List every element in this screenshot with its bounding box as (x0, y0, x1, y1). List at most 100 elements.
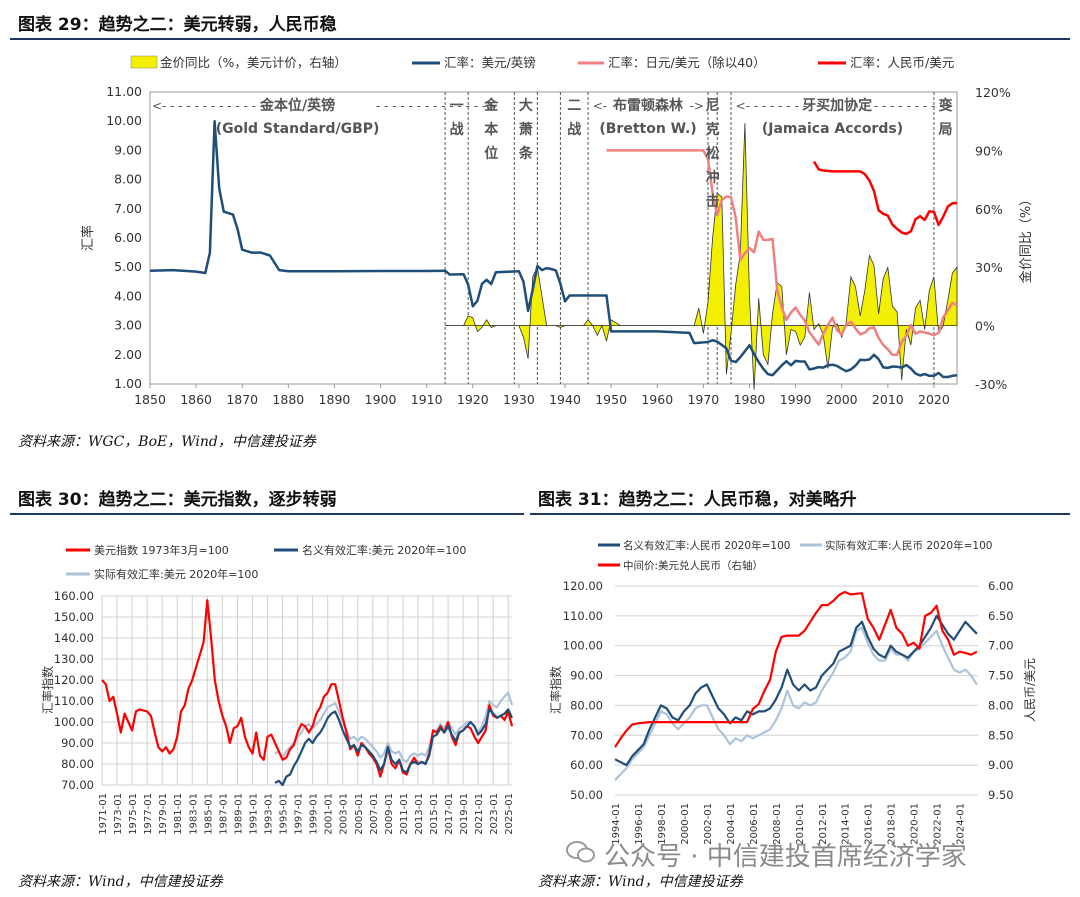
fig30-xtick: 1995-01 (279, 793, 290, 835)
fig30-xtick: 2001-01 (324, 793, 335, 835)
fig29-era-label-depression: 条 (518, 145, 534, 162)
fig29-xtick: 1940 (549, 392, 581, 407)
fig29-plot-frame (149, 91, 958, 385)
fig30-xtick: 1989-01 (233, 793, 244, 835)
fig31-xtick: 2016-01 (864, 803, 875, 845)
fig30-xtick: 1997-01 (294, 793, 305, 835)
fig31-ytick: 120.00 (563, 579, 603, 593)
fig30-xtick: 1973-01 (113, 793, 124, 835)
fig31-y2tick: 7.00 (988, 639, 1014, 653)
fig30-legend-neer: 名义有效汇率:美元 2020年=100 (302, 543, 466, 557)
fig31-legend-neer: 名义有效汇率:人民币 2020年=100 (623, 539, 790, 552)
fig29-legend-gold: 金价同比（%，美元计价，右轴） (160, 55, 347, 70)
fig30-ytick: 80.00 (61, 757, 94, 771)
fig30-xtick: 1971-01 (98, 793, 109, 835)
fig29-legend-gbp: 汇率：美元/英镑 (444, 55, 536, 70)
fig30-xtick: 2011-01 (399, 793, 410, 835)
fig29-y2tick: 90% (975, 143, 1003, 158)
fig30-ytick: 150.00 (54, 610, 94, 624)
fig30-xtick: 1981-01 (173, 793, 184, 835)
fig29-era-label-ww1: 一 (450, 98, 464, 114)
fig29-xtick: 1990 (780, 392, 812, 407)
fig29-era-label-nixon: 松 (706, 145, 720, 162)
fig30-reer-line (274, 691, 514, 764)
fig29-era-sub-gold-standard: (Gold Standard/GBP) (216, 121, 380, 137)
fig30-xtick: 1993-01 (264, 793, 275, 835)
fig30-ytick: 90.00 (61, 736, 94, 750)
fig31-y2tick: 7.50 (988, 669, 1014, 683)
fig31-xtick: 1998-01 (657, 803, 668, 845)
fig29-era-label-nixon: 击 (706, 193, 720, 210)
fig30-xtick: 2023-01 (489, 793, 500, 835)
fig30-xtick: 2019-01 (459, 793, 470, 835)
fig31-ytick: 50.00 (570, 788, 603, 802)
fig29-y2tick: -30% (975, 377, 1007, 392)
fig29-xtick: 2010 (872, 392, 904, 407)
fig31-xtick: 2022-01 (933, 803, 944, 845)
fig29-era-label-change: 变 (938, 97, 952, 114)
fig29-xtick: 1930 (503, 392, 535, 407)
fig29-ytick: 8.00 (114, 172, 142, 187)
fig30-ytick: 70.00 (61, 778, 94, 792)
fig29-xtick: 2020 (918, 392, 950, 407)
fig29-era-label-ww2: 战 (567, 121, 581, 138)
fig30-ytick: 110.00 (54, 694, 94, 708)
fig30-ytick: 120.00 (54, 673, 94, 687)
fig31-xtick: 2024-01 (956, 803, 967, 845)
fig30-xtick: 2025-01 (504, 793, 515, 835)
fig31-y2tick: 6.50 (988, 609, 1014, 623)
fig30-ytick: 160.00 (54, 589, 94, 603)
fig31-y2tick: 8.50 (988, 728, 1014, 742)
fig30-xtick: 2005-01 (354, 793, 365, 835)
fig29-era-label-nixon: 冲 (706, 169, 720, 186)
fig31-ytick: 100.00 (563, 639, 603, 653)
fig29-era-arrow-left: <- (593, 99, 607, 113)
fig29-xtick: 1880 (272, 392, 304, 407)
fig31-source: 资料来源：Wind，中信建投证券 (538, 874, 743, 890)
fig30-xtick: 2021-01 (474, 793, 485, 835)
fig31-xtick: 2010-01 (795, 803, 806, 845)
fig29-era-label-nixon: 克 (706, 121, 720, 138)
fig29-era-sub-jamaica: (Jamaica Accords) (762, 121, 903, 137)
fig29-era-arrow-right: - - - - - - - - -> (874, 99, 954, 113)
fig29-legend-swatch-gold (130, 55, 158, 69)
fig29-era-label-change: 局 (938, 122, 952, 138)
fig29-xtick: 1970 (687, 392, 719, 407)
fig30-ytick: 130.00 (54, 652, 94, 666)
fig31-title-rule (530, 513, 1070, 515)
fig31-xtick: 2004-01 (726, 803, 737, 845)
fig29-xtick: 1860 (180, 392, 212, 407)
fig31-reer-line (614, 626, 978, 781)
wechat-icon (566, 841, 595, 863)
fig31-ytick: 90.00 (570, 669, 603, 683)
fig29-era-label-ww1: 战 (450, 121, 464, 138)
fig29-era-arrow-left: <- - - - - - - - (736, 99, 807, 113)
fig30-xtick: 1979-01 (158, 793, 169, 835)
fig29-y2tick: 0% (975, 319, 995, 334)
fig29-title-rule (10, 38, 1070, 40)
fig29-ytick: 6.00 (114, 230, 142, 245)
fig29-ytick: 9.00 (114, 142, 142, 157)
fig29-era-label-gold-std-2: 本 (484, 121, 499, 138)
fig29-era-label-gold-std-2: 金 (483, 97, 499, 114)
fig30-xtick: 1983-01 (188, 793, 199, 835)
fig30-ytick: 100.00 (54, 715, 94, 729)
fig30-source: 资料来源：Wind，中信建投证券 (18, 874, 223, 890)
fig29-xtick: 1910 (411, 392, 443, 407)
fig29-xtick: 1920 (457, 392, 489, 407)
fig29-xtick: 1890 (319, 392, 351, 407)
fig30-xtick: 1991-01 (248, 793, 259, 835)
fig30-dxy-line (101, 599, 514, 778)
fig30-xtick: 2003-01 (339, 793, 350, 835)
fig29-xtick: 1960 (641, 392, 673, 407)
fig29-gbp-line (149, 119, 958, 379)
fig29-ylabel: 汇率 (80, 225, 96, 251)
fig29-source: 资料来源：WGC，BoE，Wind，中信建投证券 (18, 434, 316, 450)
fig29-ytick: 2.00 (114, 347, 142, 362)
fig29-ytick: 7.00 (114, 201, 142, 216)
fig31-xtick: 1994-01 (611, 803, 622, 845)
fig31-ytick: 70.00 (570, 728, 603, 742)
fig31-xtick: 2002-01 (703, 803, 714, 845)
fig30-xtick: 2009-01 (384, 793, 395, 835)
